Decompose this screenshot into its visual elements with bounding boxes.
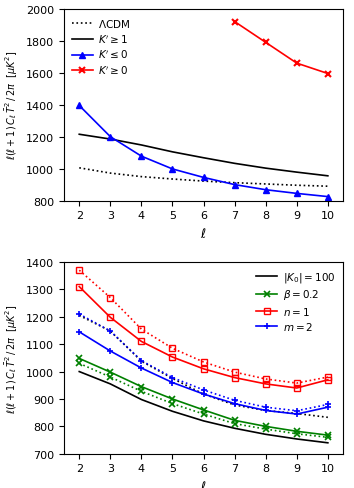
Legend: $|K_0|=100$, $\beta=0.2$, $n=1$, $m=2$: $|K_0|=100$, $\beta=0.2$, $n=1$, $m=2$ [253, 267, 338, 335]
Y-axis label: $\ell(\ell+1)\, C_\ell\, \bar{T}^2\, /\, 2\pi$  $[\mu K^2]$: $\ell(\ell+1)\, C_\ell\, \bar{T}^2\, /\,… [4, 304, 20, 413]
X-axis label: $\ell$: $\ell$ [200, 226, 207, 241]
Legend: $\Lambda$CDM, $K' \geq 1$, $K' \leq 0$, $K' \geq 0$: $\Lambda$CDM, $K' \geq 1$, $K' \leq 0$, … [69, 15, 133, 80]
X-axis label: $\ell$: $\ell$ [200, 479, 207, 488]
Y-axis label: $\ell(\ell+1)\, C_\ell\, \bar{T}^2\, /\, 2\pi$  $[\mu K^2]$: $\ell(\ell+1)\, C_\ell\, \bar{T}^2\, /\,… [4, 51, 20, 160]
